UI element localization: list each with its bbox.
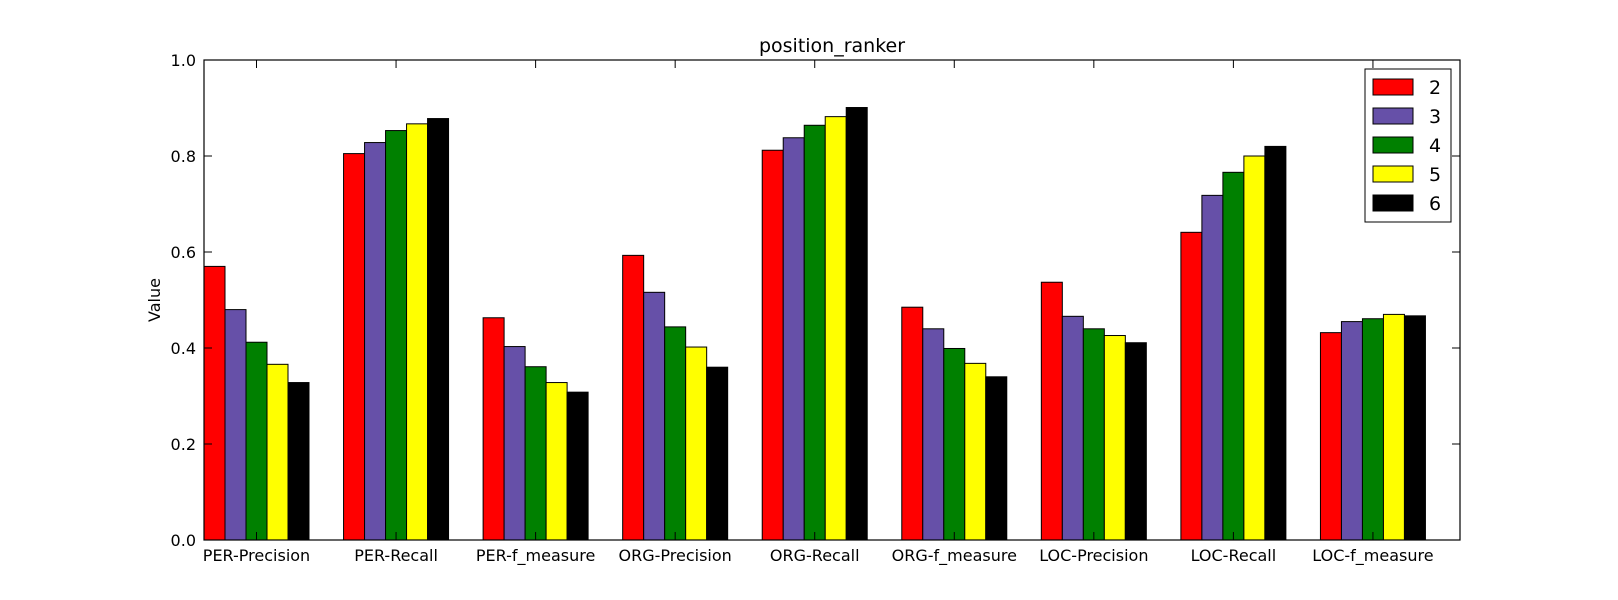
y-tick-label: 0.6 xyxy=(171,243,196,262)
y-tick-label: 0.4 xyxy=(171,339,196,358)
bar-ORG-Recall-series-4 xyxy=(803,124,826,541)
bar-ORG-Precision-series-2 xyxy=(622,254,645,541)
bar-PER-f_measure-series-2 xyxy=(482,317,505,541)
bar-PER-f_measure-series-5 xyxy=(545,382,568,541)
bars-group xyxy=(203,107,1426,541)
x-tick-label: ORG-Recall xyxy=(770,546,860,565)
x-tick-label: LOC-Recall xyxy=(1191,546,1277,565)
legend-label-4: 4 xyxy=(1429,135,1441,157)
bar-LOC-Precision-series-6 xyxy=(1124,342,1147,541)
bar-LOC-f_measure-series-2 xyxy=(1319,332,1342,541)
bar-LOC-Precision-series-3 xyxy=(1061,315,1084,541)
x-tick-label: PER-f_measure xyxy=(476,546,595,566)
legend: 2 3 4 5 6 xyxy=(1364,68,1452,223)
bar-LOC-f_measure-series-5 xyxy=(1382,313,1405,541)
bar-PER-Recall-series-6 xyxy=(427,118,450,541)
legend-label-6: 6 xyxy=(1429,193,1441,215)
legend-label-2: 2 xyxy=(1429,77,1441,99)
bar-LOC-f_measure-series-6 xyxy=(1403,315,1426,541)
x-tick-label: ORG-Precision xyxy=(619,546,732,565)
bar-LOC-Recall-series-3 xyxy=(1201,194,1224,541)
bar-LOC-f_measure-series-3 xyxy=(1340,321,1363,541)
legend-label-3: 3 xyxy=(1429,106,1441,128)
bar-ORG-f_measure-series-5 xyxy=(964,362,987,541)
bar-ORG-f_measure-series-2 xyxy=(901,306,924,541)
bar-ORG-Recall-series-5 xyxy=(824,116,847,541)
bar-ORG-f_measure-series-3 xyxy=(922,328,945,541)
bar-PER-Recall-series-2 xyxy=(343,153,366,541)
bar-PER-Precision-series-4 xyxy=(245,341,268,541)
y-tick-label: 0.8 xyxy=(171,147,196,166)
bar-LOC-Recall-series-2 xyxy=(1180,231,1203,541)
plot-frame xyxy=(203,59,1461,541)
bar-LOC-Precision-series-2 xyxy=(1040,281,1063,541)
legend-swatch-3 xyxy=(1372,107,1414,125)
x-tick-label: PER-Precision xyxy=(203,546,310,565)
bar-ORG-Recall-series-3 xyxy=(782,137,805,541)
bar-ORG-Precision-series-4 xyxy=(664,326,687,541)
legend-swatch-4 xyxy=(1372,136,1414,154)
bar-PER-Recall-series-5 xyxy=(406,123,429,541)
bar-ORG-Precision-series-6 xyxy=(706,366,729,541)
bar-LOC-Recall-series-6 xyxy=(1264,145,1287,541)
y-axis-label: Value xyxy=(145,278,164,322)
bar-ORG-Recall-series-6 xyxy=(845,107,868,541)
bar-PER-Precision-series-6 xyxy=(287,382,310,541)
y-ticks-group: 0.0 0.2 0.4 0.6 0.8 1.0 xyxy=(171,51,1460,550)
bar-LOC-Precision-series-4 xyxy=(1082,328,1105,541)
bar-PER-Precision-series-2 xyxy=(203,265,226,541)
bar-LOC-f_measure-series-4 xyxy=(1361,318,1384,541)
bar-ORG-f_measure-series-4 xyxy=(943,347,966,541)
chart-title: position_ranker xyxy=(759,35,905,57)
x-tick-label: PER-Recall xyxy=(354,546,438,565)
legend-swatch-2 xyxy=(1372,78,1414,96)
bar-PER-Precision-series-3 xyxy=(224,309,247,541)
bar-ORG-Recall-series-2 xyxy=(761,149,784,541)
bar-LOC-Recall-series-5 xyxy=(1243,155,1266,541)
bar-PER-Precision-series-5 xyxy=(266,363,289,541)
legend-swatch-6 xyxy=(1372,194,1414,212)
y-tick-label: 0.0 xyxy=(171,531,196,550)
x-ticks-group: PER-Precision PER-Recall PER-f_measure ORG-… xyxy=(203,60,1434,566)
bar-PER-f_measure-series-3 xyxy=(503,346,526,541)
x-tick-label: LOC-Precision xyxy=(1039,546,1148,565)
bar-PER-f_measure-series-4 xyxy=(524,366,547,541)
bar-ORG-Precision-series-5 xyxy=(685,346,708,541)
x-tick-label: LOC-f_measure xyxy=(1312,546,1433,566)
bar-ORG-f_measure-series-6 xyxy=(985,376,1008,541)
legend-swatch-5 xyxy=(1372,165,1414,183)
y-tick-label: 1.0 xyxy=(171,51,196,70)
x-tick-label: ORG-f_measure xyxy=(892,546,1017,566)
bar-LOC-Precision-series-5 xyxy=(1103,335,1126,541)
bar-PER-Recall-series-4 xyxy=(385,130,408,541)
bar-LOC-Recall-series-4 xyxy=(1222,171,1245,541)
legend-label-5: 5 xyxy=(1429,164,1441,186)
y-tick-label: 0.2 xyxy=(171,435,196,454)
bar-ORG-Precision-series-3 xyxy=(643,291,666,541)
bar-PER-f_measure-series-6 xyxy=(566,391,589,541)
bar-PER-Recall-series-3 xyxy=(364,142,387,541)
